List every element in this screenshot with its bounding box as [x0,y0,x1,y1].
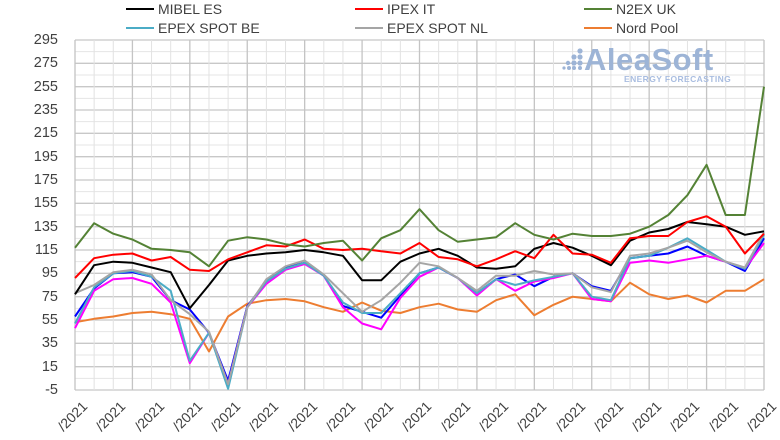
series-line-n2ex-uk [74,86,765,268]
legend-item-nord-pool[interactable]: Nord Pool [584,20,678,36]
legend-swatch-icon [355,8,383,10]
legend-swatch-icon [584,27,612,29]
legend-item-epex-spot-nl[interactable]: EPEX SPOT NL [355,20,488,36]
y-tick-label: 95 [41,265,58,282]
y-tick-label: 75 [41,288,58,305]
series-lines [74,86,765,390]
y-tick-label: 255 [33,78,58,95]
y-tick-label: 15 [41,358,58,375]
series-line-ipex-it [74,215,765,279]
legend-item-epex-spot-be[interactable]: EPEX SPOT BE [126,20,260,36]
legend-label: IPEX IT [387,1,436,17]
legend-item-n2ex-uk[interactable]: N2EX UK [584,1,676,17]
aleasoft-logo-icon [562,48,583,70]
legend-swatch-icon [126,27,154,29]
y-tick-label: 35 [41,335,58,352]
watermark-subtitle: ENERGY FORECASTING [624,74,732,84]
legend-label: EPEX SPOT NL [387,20,488,36]
y-tick-label: -5 [45,382,58,398]
legend-label: Nord Pool [616,20,679,36]
legend-swatch-icon [355,27,383,29]
chart-legend: MIBEL ES IPEX IT N2EX UK EPEX SPOT BE EP… [0,0,780,40]
y-tick-label: 235 [33,102,58,118]
y-tick-label: 55 [41,312,58,328]
watermark-title: AleaSoft [584,42,714,77]
y-tick-label: 115 [34,242,58,258]
legend-label: N2EX UK [616,1,676,17]
legend-label: EPEX SPOT BE [158,20,260,36]
legend-label: MIBEL ES [158,1,223,17]
y-tick-label: 155 [33,195,58,212]
y-tick-label: 295 [33,32,58,48]
series-line-mibel-es [74,221,765,310]
series-line-epex-spot-be [74,234,765,390]
y-tick-label: 215 [33,125,58,142]
gridlines [74,39,765,391]
legend-item-ipex-it[interactable]: IPEX IT [355,1,435,17]
y-tick-label: 195 [33,148,58,165]
y-tick-label: 135 [33,218,58,235]
legend-swatch-icon [584,8,612,10]
series-line-epex-spot-nl [74,232,765,386]
y-tick-label: 275 [33,55,58,72]
y-tick-label: 175 [33,172,58,188]
legend-swatch-icon [126,8,154,10]
series-line-unlabeled [74,242,765,386]
legend-item-mibel-es[interactable]: MIBEL ES [126,1,222,17]
series-line-nord-pool [74,278,765,353]
